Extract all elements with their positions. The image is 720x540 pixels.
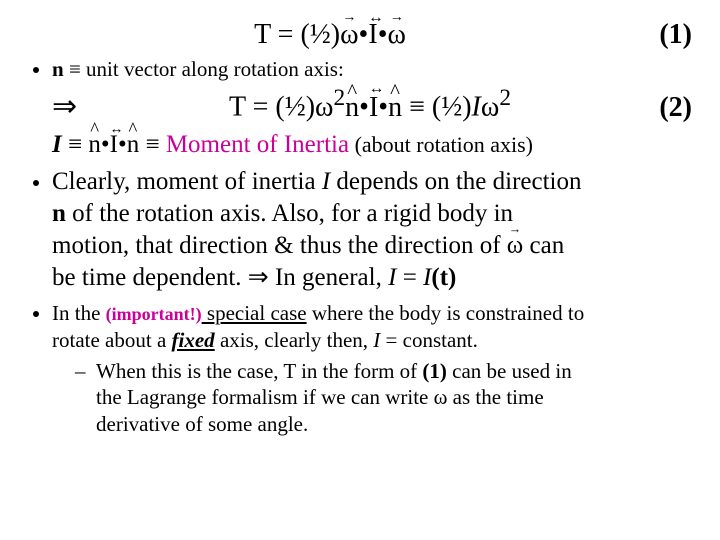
text: derivative of some angle. [96,412,308,436]
n-hat: n [388,90,402,125]
text: rotate about a [52,328,172,352]
text: Clearly, moment of inertia [52,168,322,195]
dot-operator: • [101,131,110,158]
sub-bullet-lagrange: When this is the case, T in the form of … [96,358,692,439]
equation-1: T = (½)ω•I•ω (1) [28,18,692,52]
n-hat: n [88,129,101,162]
I-of-t: (t) [431,264,456,291]
dot-operator: • [359,19,369,50]
text: axis, clearly then, [215,328,374,352]
n-symbol: n [52,200,66,227]
equiv-symbol: ≡ [64,57,86,81]
text: of the rotation axis. Also, for a rigid … [66,200,513,227]
text: motion, that direction & thus the direct… [52,232,507,259]
text: be time dependent. [52,264,248,291]
equation-2-expression: T = (½)ω2n•I•n ≡ (½)Iω2 [98,84,632,124]
sub-bullet-list: When this is the case, T in the form of … [52,358,692,439]
equation-2: ⇒ T = (½)ω2n•I•n ≡ (½)Iω2 (2) [52,84,692,125]
text: where the body is constrained to [307,301,585,325]
scalar-I: I [52,131,62,158]
moi-paren: (about rotation axis) [349,132,533,157]
text: can be used in [447,359,572,383]
text: can [523,232,564,259]
text: the Lagrange formalism if we can write ω… [96,385,544,409]
moment-of-inertia-def: I ≡ n•I•n ≡ Moment of Inertia (about rot… [52,129,692,162]
scalar-I: I [322,168,330,195]
eq1-lhs: T = (½) [254,19,340,50]
bullet-special-case: In the (important!) special case where t… [52,300,692,438]
equiv-symbol: ≡ [139,131,166,158]
bullet-direction-dependence: Clearly, moment of inertia I depends on … [52,166,692,294]
equation-1-number: (1) [659,19,692,50]
text: When this is the case, T in the form of [96,359,422,383]
text: depends on the direction [330,168,581,195]
squared: 2 [333,85,345,111]
scalar-I: I [472,92,481,123]
equiv-half: ≡ (½) [402,92,471,123]
fixed-word: fixed [172,328,215,352]
omega-vector: ω [507,230,523,262]
slide-body: T = (½)ω•I•ω (1) n ≡ unit vector along r… [0,0,720,540]
n-symbol: n [52,57,64,81]
bullet-unit-vector: n ≡ unit vector along rotation axis: ⇒ T… [52,56,692,162]
squared: 2 [499,85,511,111]
important-note: (important!) [106,304,202,324]
moment-of-inertia-term: Moment of Inertia [166,131,349,158]
text: = [396,264,423,291]
eq2-lhs: T = (½)ω [229,92,333,123]
equation-1-expression: T = (½)ω•I•ω [28,18,632,52]
text: In general, [269,264,388,291]
equation-2-number: (2) [659,92,692,123]
inertia-tensor: I [110,129,118,162]
omega-vector: ω [388,18,406,52]
equiv-symbol: ≡ [62,131,89,158]
text: In the [52,301,106,325]
inertia-tensor: I [368,18,377,52]
text: = constant. [380,328,478,352]
bullet2-paragraph: Clearly, moment of inertia I depends on … [52,166,692,294]
omega: ω [481,92,499,123]
bullet1-text: unit vector along rotation axis: [86,57,344,81]
n-hat: n [127,129,140,162]
inertia-tensor: I [369,90,378,125]
dot-operator: • [359,92,369,123]
omega-vector: ω [340,18,358,52]
n-hat: n [345,90,359,125]
special-case: special case [202,301,307,325]
implies-arrow: ⇒ [248,264,269,291]
bullet-list: n ≡ unit vector along rotation axis: ⇒ T… [28,56,692,439]
eq1-ref: (1) [422,359,447,383]
